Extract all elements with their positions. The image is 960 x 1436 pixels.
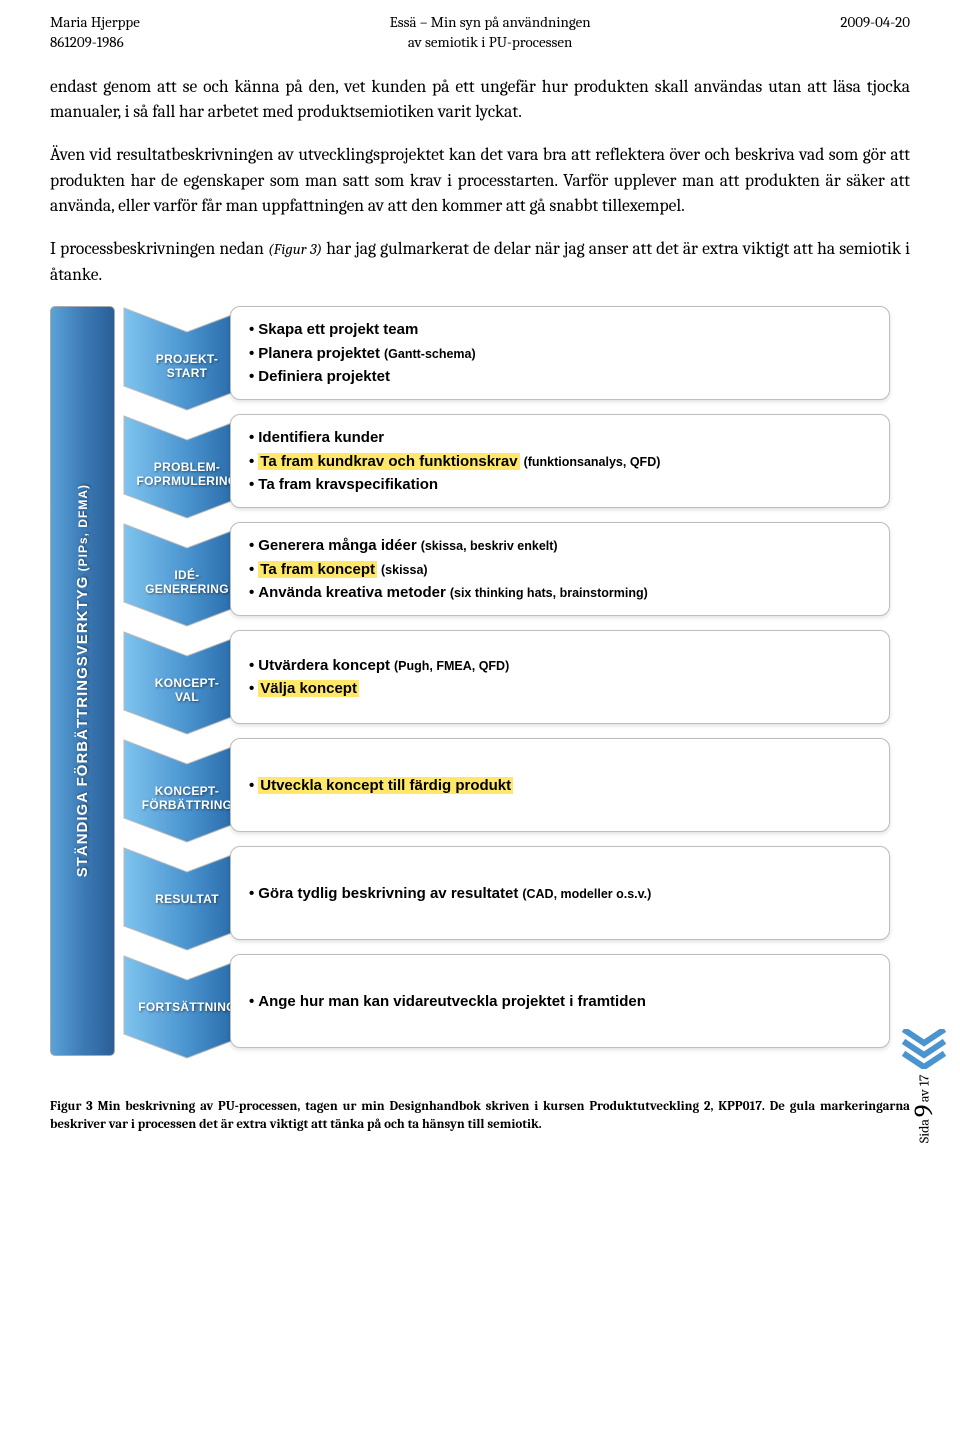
bullet-item: Generera många idéer(skissa, beskriv enk… — [249, 534, 873, 557]
paragraph-2: Även vid resultatbeskrivningen av utveck… — [50, 143, 910, 219]
paragraph-1: endast genom att se och känna på den, ve… — [50, 75, 910, 126]
essay-title-2: av semiotik i PU-processen — [390, 32, 591, 52]
stage-box: Utveckla koncept till färdig produkt — [230, 738, 890, 832]
stage-box: Utvärdera koncept(Pugh, FMEA, QFD)Välja … — [230, 630, 890, 724]
boxes-column: Skapa ett projekt teamPlanera projektet(… — [230, 306, 890, 1062]
author-name: Maria Hjerppe — [50, 12, 140, 32]
bullet-item: Ta fram kundkrav och funktionskrav(funkt… — [249, 450, 873, 473]
bullet-item: Definiera projektet — [249, 365, 873, 388]
stage-box: Identifiera kunderTa fram kundkrav och f… — [230, 414, 890, 508]
date: 2009-04-20 — [840, 12, 910, 32]
stage-box: Generera många idéer(skissa, beskriv enk… — [230, 522, 890, 616]
page-sida: Sida — [916, 1119, 933, 1143]
page-header: Maria Hjerppe 861209-1986 Essä – Min syn… — [50, 12, 910, 53]
figure-reference: (Figur 3) — [268, 240, 322, 258]
bullet-item: Använda kreativa metoder(six thinking ha… — [249, 581, 873, 604]
figure-caption: Figur 3 Min beskrivning av PU-processen,… — [50, 1098, 910, 1133]
page-number-widget: Sida 9 av 17 — [902, 1029, 946, 1143]
bullet-item: Skapa ett projekt team — [249, 318, 873, 341]
stage-box: Ange hur man kan vidareutveckla projekte… — [230, 954, 890, 1048]
bullet-item: Planera projektet(Gantt-schema) — [249, 342, 873, 365]
p3-part-a: I processbeskrivningen nedan — [50, 239, 268, 259]
paragraph-3: I processbeskrivningen nedan (Figur 3) h… — [50, 237, 910, 288]
sidebar-sub-text: (PIPs, DFMA) — [76, 484, 90, 576]
header-center: Essä – Min syn på användningen av semiot… — [390, 12, 591, 53]
header-right: 2009-04-20 — [840, 12, 910, 53]
stage-box: Göra tydlig beskrivning av resultatet(CA… — [230, 846, 890, 940]
bullet-item: Ange hur man kan vidareutveckla projekte… — [249, 990, 873, 1013]
bullet-item: Ta fram koncept(skissa) — [249, 558, 873, 581]
page-number-text: Sida 9 av 17 — [909, 1075, 939, 1143]
sidebar-tools: STÄNDIGA FÖRBÄTTRINGSVERKTYG (PIPs, DFMA… — [50, 306, 115, 1056]
bullet-item: Ta fram kravspecifikation — [249, 473, 873, 496]
bullet-item: Identifiera kunder — [249, 426, 873, 449]
page-current: 9 — [909, 1105, 939, 1117]
process-diagram: STÄNDIGA FÖRBÄTTRINGSVERKTYG (PIPs, DFMA… — [50, 306, 910, 1076]
bullet-item: Utveckla koncept till färdig produkt — [249, 774, 873, 797]
sidebar-main-text: STÄNDIGA FÖRBÄTTRINGSVERKTYG — [74, 576, 91, 878]
stage-box: Skapa ett projekt teamPlanera projektet(… — [230, 306, 890, 400]
sidebar-tools-label: STÄNDIGA FÖRBÄTTRINGSVERKTYG (PIPs, DFMA… — [74, 484, 91, 877]
bullet-item: Utvärdera koncept(Pugh, FMEA, QFD) — [249, 654, 873, 677]
bullet-item: Välja koncept — [249, 677, 873, 700]
header-left: Maria Hjerppe 861209-1986 — [50, 12, 140, 53]
essay-title-1: Essä – Min syn på användningen — [390, 12, 591, 32]
chevron-down-icon — [902, 1029, 946, 1069]
page-total: av 17 — [916, 1075, 933, 1103]
author-id: 861209-1986 — [50, 32, 140, 52]
bullet-item: Göra tydlig beskrivning av resultatet(CA… — [249, 882, 873, 905]
